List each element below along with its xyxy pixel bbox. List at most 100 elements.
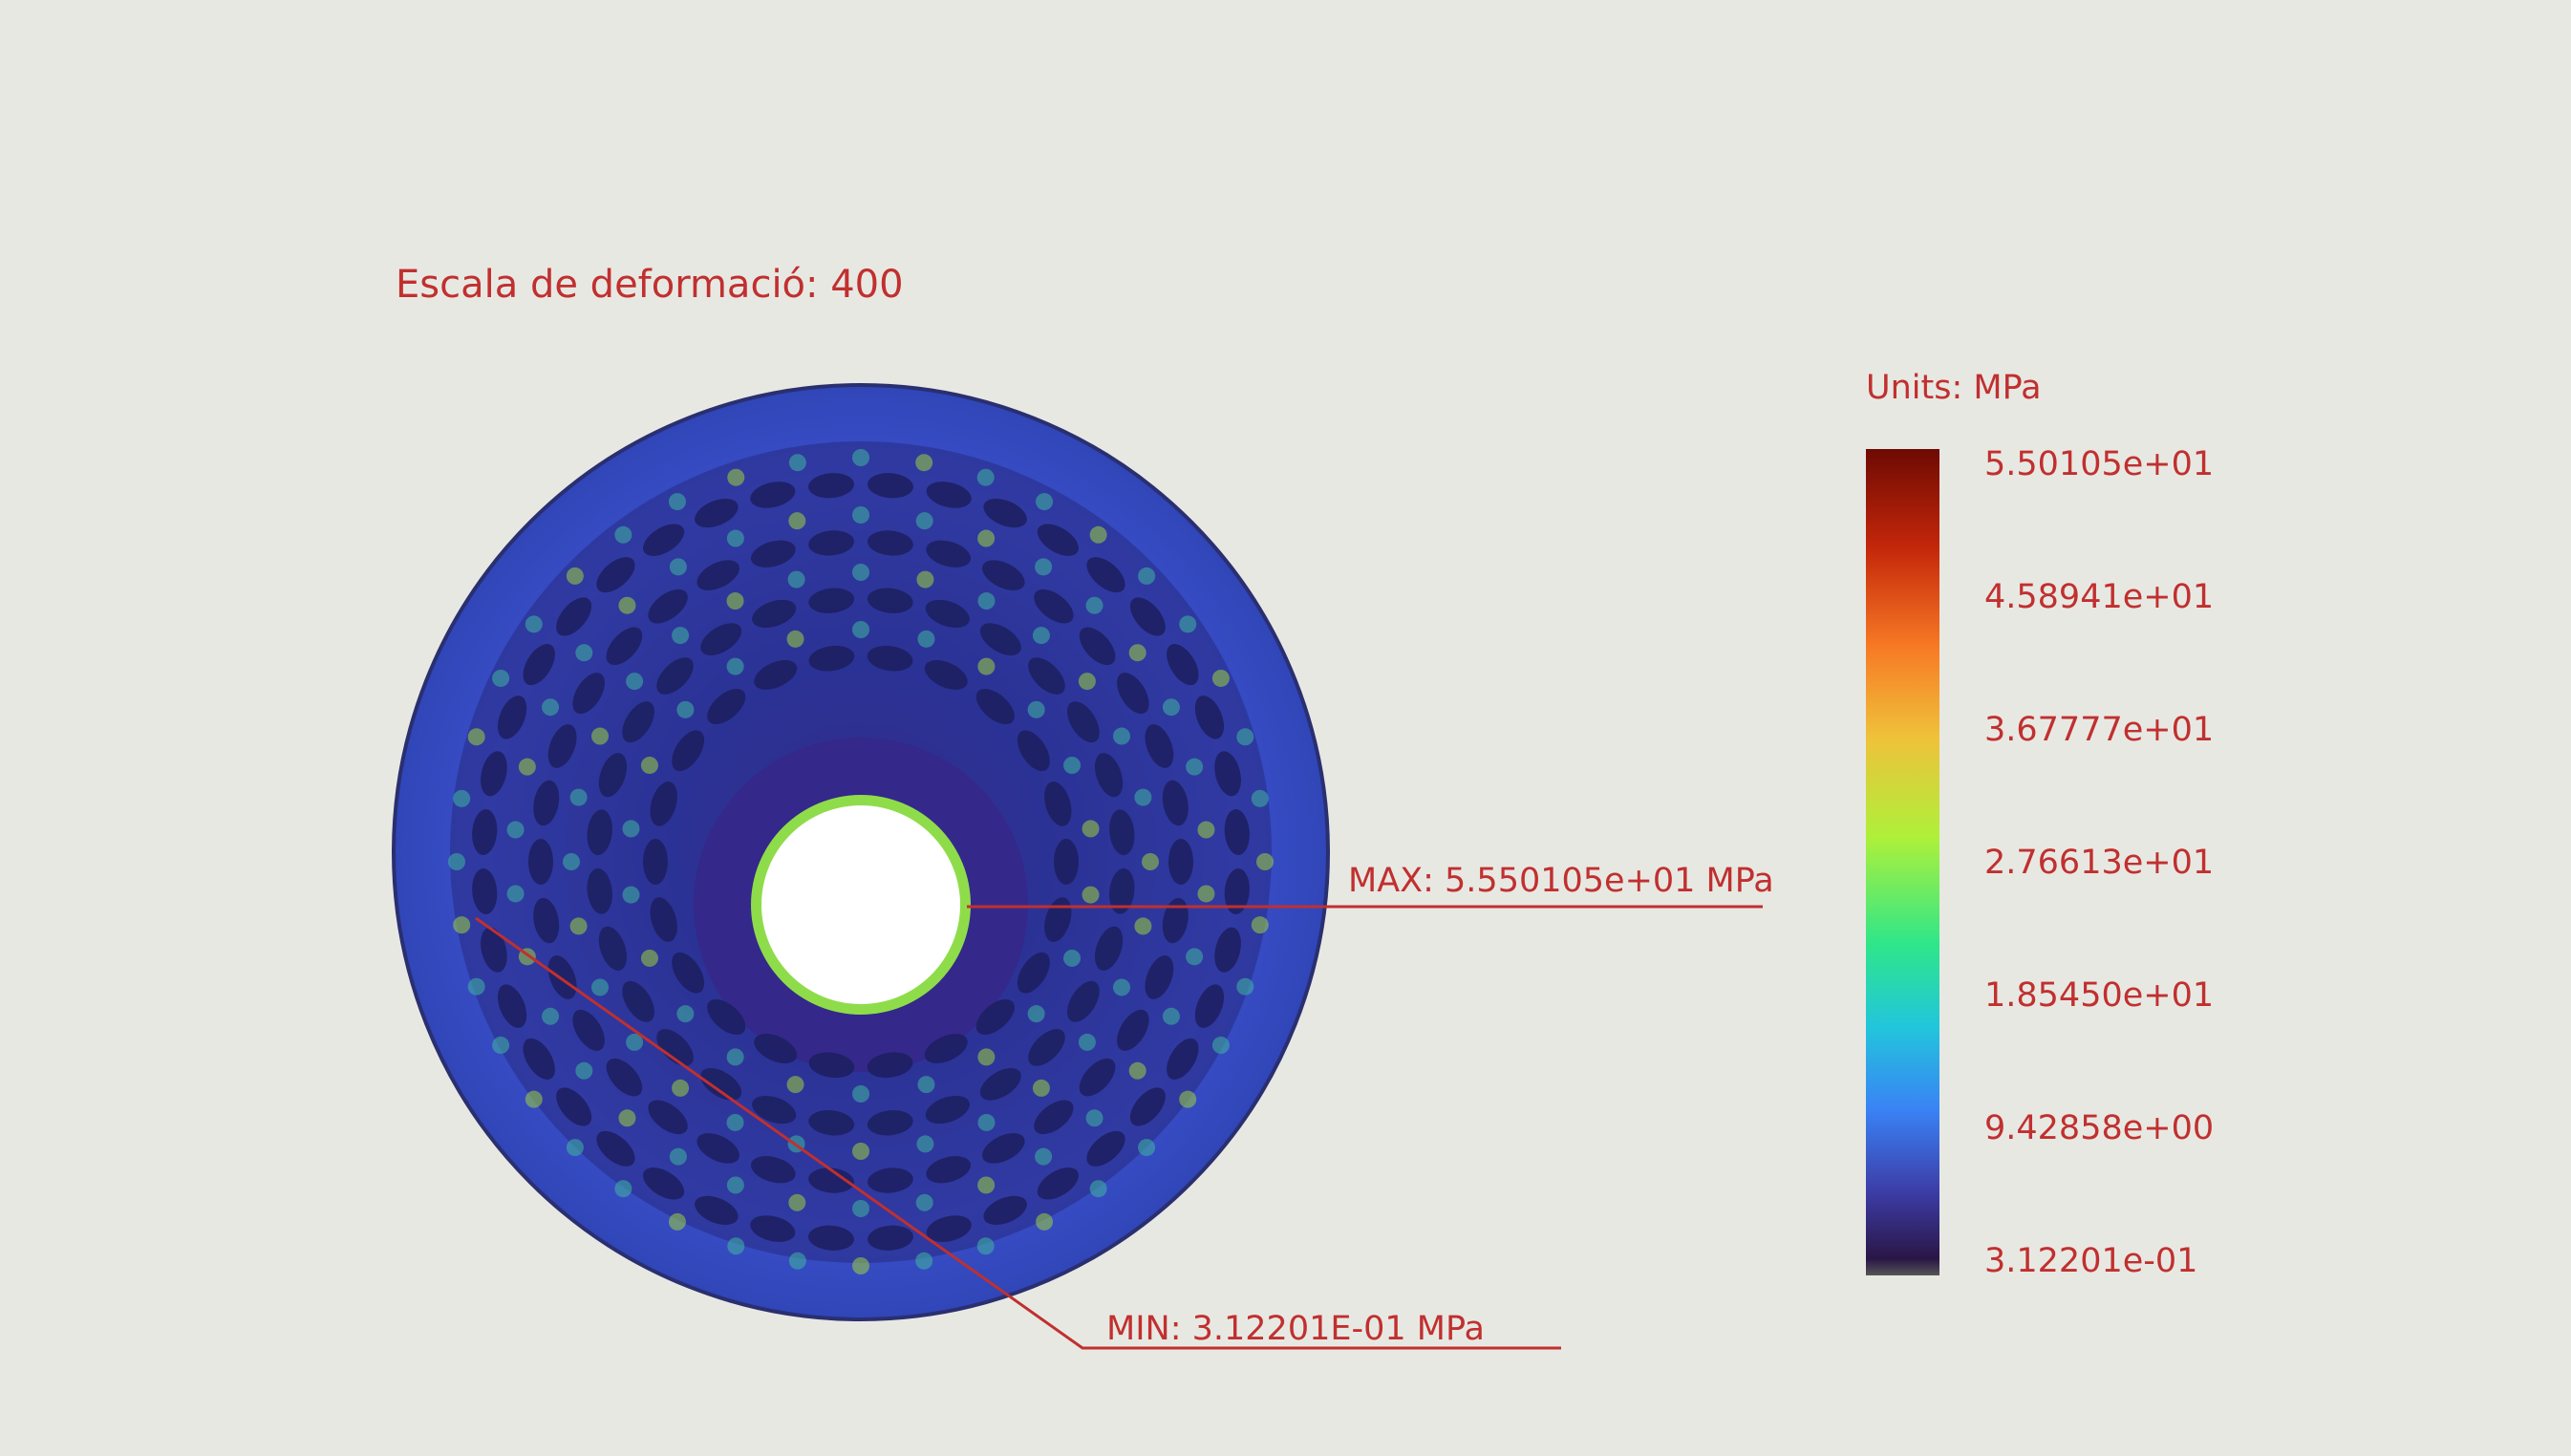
lattice-cell — [808, 1167, 855, 1193]
stress-spot — [622, 886, 640, 904]
stress-spot — [1162, 1007, 1180, 1025]
lattice-cell — [1094, 926, 1124, 971]
stress-spot — [676, 700, 695, 718]
stress-spot — [668, 1212, 686, 1231]
lattice-cell — [750, 1156, 796, 1184]
stress-spot — [626, 1033, 644, 1051]
stress-spot — [726, 1113, 744, 1131]
lattice-cell — [867, 1167, 913, 1193]
stress-spot — [492, 1037, 510, 1055]
stress-spot — [614, 525, 632, 544]
lattice-cell — [648, 589, 688, 624]
stress-spot — [1256, 853, 1274, 870]
stress-spot — [542, 698, 560, 717]
lattice-cell — [867, 530, 913, 556]
colorbar-label: 4.58941e+01 — [1984, 578, 2214, 616]
stress-spot — [1179, 615, 1197, 633]
stress-spot — [1082, 886, 1100, 904]
stress-spot — [563, 853, 580, 870]
stress-spot — [467, 728, 485, 746]
stress-spot — [640, 757, 658, 775]
stress-spot — [618, 596, 636, 614]
stress-spot — [591, 978, 610, 996]
stress-spot — [1085, 1109, 1103, 1127]
lattice-cell — [650, 897, 677, 942]
stress-spot — [591, 727, 610, 745]
lattice-cell — [982, 1133, 1025, 1164]
lattice-cell — [808, 1110, 855, 1136]
lattice-cell — [695, 1195, 739, 1226]
lattice-cell — [926, 1215, 972, 1242]
lattice-cell — [926, 482, 972, 508]
stress-spot — [1036, 1212, 1054, 1231]
stress-spot — [614, 1180, 632, 1198]
lattice-cell — [808, 1225, 854, 1251]
lattice-cell — [481, 927, 507, 973]
stress-spot — [1186, 758, 1204, 776]
stress-spot — [976, 1237, 995, 1255]
colorbar-labels: 5.50105e+01 4.58941e+01 3.67777e+01 2.76613… — [1984, 445, 2214, 1280]
lattice-cell — [1044, 897, 1072, 942]
lattice-cell — [983, 1195, 1027, 1226]
lattice-cell — [808, 588, 855, 613]
stress-spot — [1085, 596, 1103, 614]
lattice-cell — [547, 724, 577, 768]
lattice — [448, 449, 1274, 1274]
lattice-cell — [622, 701, 655, 743]
stress-spot — [566, 1139, 584, 1157]
lattice-cell — [606, 1058, 643, 1097]
lattice-cell — [572, 1009, 605, 1051]
lattice-cell — [598, 753, 628, 798]
lattice-cell — [868, 473, 913, 499]
lattice-cell — [867, 1052, 913, 1079]
lattice-cell — [1117, 1009, 1149, 1051]
stress-spot — [917, 1076, 935, 1094]
stress-spot — [525, 1090, 543, 1108]
stress-spot — [506, 885, 525, 903]
stress-spot — [787, 570, 805, 589]
lattice-cell — [1129, 597, 1166, 636]
stress-spot — [668, 493, 686, 511]
stress-spot — [726, 1176, 744, 1194]
lattice-cell — [1037, 1167, 1079, 1200]
min-label: MIN: 3.12201E-01 MPa — [1106, 1310, 1485, 1348]
stress-spot — [852, 449, 869, 466]
stress-spot — [1197, 821, 1215, 839]
stress-spot — [1236, 977, 1254, 996]
lattice-cell — [868, 1225, 913, 1251]
lattice-cell — [497, 696, 527, 739]
lattice-cell — [643, 1167, 685, 1200]
lattice-cell — [523, 1038, 555, 1080]
colorbar-label: 9.42858e+00 — [1984, 1109, 2214, 1147]
lattice-cell — [695, 498, 739, 528]
stress-spot — [1138, 567, 1156, 585]
stress-spot — [640, 949, 658, 967]
lattice-cell — [1034, 1100, 1074, 1135]
lattice-cell — [707, 688, 746, 725]
lattice-cell — [975, 998, 1015, 1036]
lattice-cell — [1145, 955, 1174, 999]
lattice-cell — [606, 627, 643, 666]
lattice-cell — [979, 623, 1021, 656]
fea-model — [392, 383, 1330, 1321]
stress-spot — [916, 1135, 934, 1153]
lattice-cell — [596, 557, 635, 593]
stress-spot — [1032, 627, 1050, 645]
lattice-cell — [598, 926, 628, 971]
stress-spot — [852, 506, 869, 524]
lattice-cell — [979, 1067, 1021, 1101]
colorbar-label: 1.85450e+01 — [1984, 976, 2214, 1015]
lattice-cell — [1028, 1029, 1065, 1066]
lattice-cell — [754, 1034, 798, 1064]
lattice-cell — [1109, 809, 1135, 856]
stress-spot — [726, 1048, 744, 1066]
lattice-cell — [587, 867, 612, 914]
stress-spot — [1179, 1090, 1197, 1108]
hole — [761, 805, 960, 1004]
stress-spot — [976, 468, 995, 486]
lattice-cell — [1044, 782, 1072, 826]
stress-spot — [1186, 948, 1204, 966]
stress-spot — [1142, 853, 1159, 870]
stress-spot — [1036, 493, 1054, 511]
stress-spot — [1078, 673, 1096, 691]
